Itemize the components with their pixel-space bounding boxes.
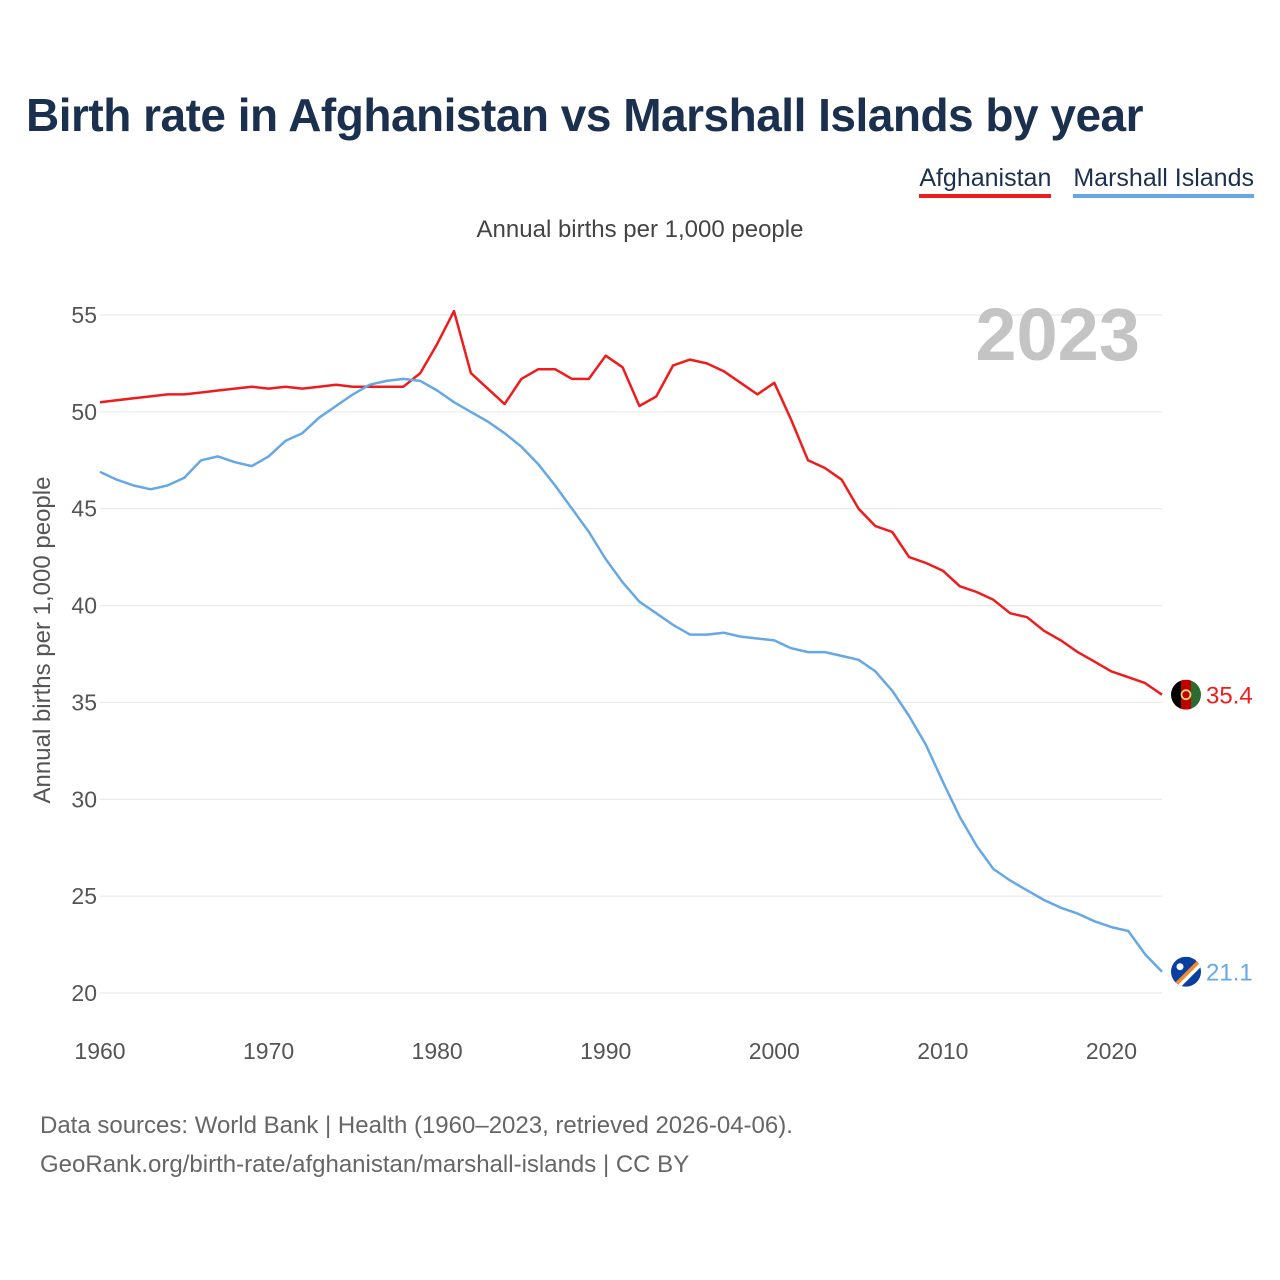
x-tick-label-1960: 1960 — [74, 1038, 125, 1064]
end-markers: 35.4 21.1 — [1171, 679, 1253, 987]
series-line-marshall-islands — [99, 377, 1163, 973]
x-tick-label-2010: 2010 — [917, 1038, 968, 1064]
legend-item-afghanistan[interactable]: Afghanistan — [919, 164, 1052, 198]
legend: Afghanistan Marshall Islands — [919, 164, 1254, 198]
flag-marshall-islands-icon — [1171, 956, 1201, 987]
x-tick-label-2020: 2020 — [1086, 1038, 1137, 1064]
y-tick-label-20: 20 — [71, 980, 97, 1006]
footer-source: Data sources: World Bank | Health (1960–… — [40, 1112, 793, 1139]
y-tick-label-40: 40 — [71, 593, 97, 619]
y-axis-label: Annual births per 1,000 people — [29, 477, 56, 804]
y-tick-label-50: 50 — [71, 399, 97, 425]
end-value-label-marshall-islands: 21.1 — [1206, 960, 1253, 987]
footer-link[interactable]: GeoRank.org/birth-rate/afghanistan/marsh… — [40, 1151, 690, 1178]
y-tick-label-25: 25 — [71, 883, 97, 909]
x-tick-label-2000: 2000 — [749, 1038, 800, 1064]
series-layer — [99, 309, 1163, 973]
series-line-afghanistan — [99, 309, 1163, 696]
y-tick-label-35: 35 — [71, 689, 97, 715]
flag-afghanistan-icon — [1171, 679, 1201, 710]
chart-subtitle: Annual births per 1,000 people — [476, 216, 804, 243]
axis-layer: 20 25 30 35 40 45 50 55 1960 1970 1980 1990 2000 2010… — [71, 302, 1137, 1064]
x-tick-label-1990: 1990 — [580, 1038, 631, 1064]
chart-title: Birth rate in Afghanistan vs Marshall Is… — [26, 89, 1144, 141]
grid-layer — [100, 314, 1162, 994]
line-chart: 2023 Annual births per 1,000 people 20 25… — [29, 293, 1253, 1064]
end-value-label-afghanistan: 35.4 — [1206, 683, 1253, 710]
y-tick-label-45: 45 — [71, 496, 97, 522]
x-tick-label-1970: 1970 — [243, 1038, 294, 1064]
footer: Data sources: World Bank | Health (1960–… — [40, 1106, 793, 1184]
year-watermark: 2023 — [975, 293, 1140, 376]
y-tick-label-55: 55 — [71, 302, 97, 328]
x-tick-label-1980: 1980 — [412, 1038, 463, 1064]
legend-item-marshall-islands[interactable]: Marshall Islands — [1073, 164, 1254, 198]
y-tick-label-30: 30 — [71, 786, 97, 812]
